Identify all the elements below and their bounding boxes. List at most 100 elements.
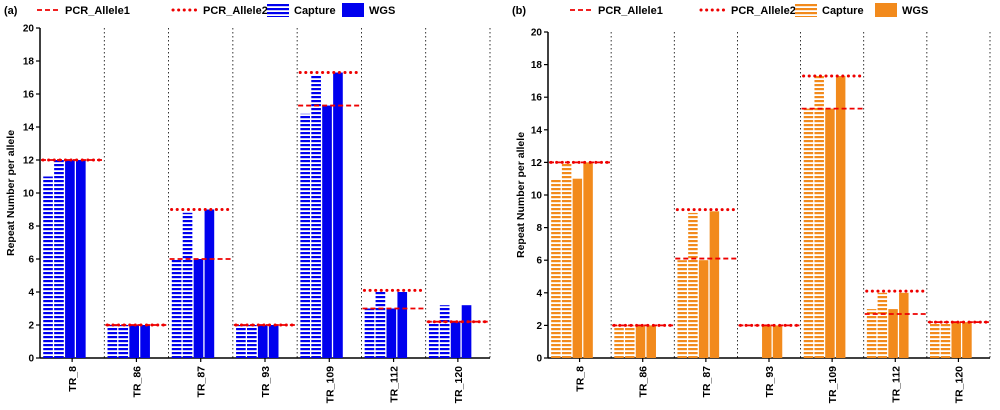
bar-capture-allele1	[43, 176, 53, 358]
y-tick-label: 0	[536, 354, 542, 365]
bar-wgs-allele2	[140, 325, 150, 358]
y-tick-label: 18	[531, 60, 543, 71]
bar-wgs-allele2	[268, 325, 279, 358]
x-tick-label: TR_87	[701, 366, 713, 398]
bar-capture-allele1	[930, 322, 940, 358]
bar-capture-allele1	[551, 178, 561, 358]
bar-wgs-allele1	[257, 325, 268, 358]
y-tick-label: 14	[23, 123, 35, 134]
bar-capture-allele2	[375, 292, 386, 358]
x-tick-label: TR_87	[196, 366, 208, 398]
x-tick-label: TR_109	[827, 366, 839, 404]
x-tick-label: TR_120	[953, 366, 965, 404]
legend-pcr-allele1-label: PCR_Allele1	[65, 5, 130, 17]
x-tick-label: TR_93	[764, 366, 776, 398]
bar-wgs-allele2	[583, 162, 593, 358]
bar-capture-allele2	[688, 212, 698, 358]
x-tick-label: TR_93	[260, 366, 272, 398]
x-tick-label: TR_86	[131, 366, 143, 398]
legend-wgs-label: WGS	[369, 5, 395, 17]
bar-capture-allele1	[614, 325, 624, 358]
y-tick-label: 6	[536, 256, 542, 267]
bar-capture-allele2	[439, 305, 450, 358]
bar-wgs-allele1	[635, 325, 646, 358]
bar-wgs-allele1	[450, 321, 461, 358]
legend-capture-swatch	[795, 3, 817, 17]
y-tick-label: 20	[531, 28, 543, 39]
bar-capture-allele1	[803, 108, 814, 358]
bar-capture-allele1	[107, 325, 118, 358]
bar-capture-allele1	[677, 260, 687, 358]
bar-wgs-allele2	[76, 160, 86, 358]
y-tick-label: 18	[23, 57, 35, 68]
bar-wgs-allele1	[386, 308, 397, 358]
y-tick-label: 16	[23, 90, 35, 101]
y-axis-title: Repeat Number per allele	[515, 132, 527, 258]
bar-capture-allele1	[300, 113, 310, 358]
legend-wgs-swatch	[875, 3, 897, 17]
bar-capture-allele2	[118, 325, 129, 358]
chart-panel-a: (a) 0 2 4 6 8 10 12 14 16 18 20 Repeat Number per al…	[4, 3, 491, 404]
bar-wgs-allele2	[397, 292, 408, 358]
y-tick-label: 8	[28, 222, 34, 233]
bar-wgs-allele1	[193, 259, 204, 358]
bar-capture-allele2	[182, 212, 193, 358]
bar-capture-allele1	[171, 259, 182, 358]
bar-wgs-allele2	[646, 325, 656, 358]
bar-wgs-allele2	[709, 211, 720, 358]
x-tick-label: TR_86	[638, 366, 650, 398]
x-tick-label: TR_109	[324, 366, 336, 404]
y-tick-label: 6	[28, 255, 34, 266]
bar-capture-allele2	[625, 325, 635, 358]
legend-pcr-allele2-label: PCR_Allele2	[203, 5, 268, 17]
bar-capture-allele1	[364, 308, 375, 358]
y-tick-label: 16	[531, 93, 543, 104]
chart-panel-b: (b) 0 2 4 6 8 10 12 14 16 18 20 Repeat Number per al…	[512, 3, 991, 404]
y-tick-label: 20	[23, 24, 35, 35]
bar-wgs-allele1	[322, 105, 332, 358]
bar-wgs-allele1	[825, 108, 835, 358]
bar-wgs-allele2	[899, 292, 909, 358]
y-tick-label: 0	[28, 354, 34, 365]
bar-capture-allele1	[866, 309, 877, 358]
bar-capture-allele2	[814, 76, 824, 358]
bar-capture-allele1	[236, 325, 246, 358]
bar-wgs-allele1	[65, 160, 75, 358]
bar-capture-allele2	[54, 160, 64, 358]
legend-pcr-allele2-label: PCR_Allele2	[731, 5, 796, 17]
y-tick-label: 12	[23, 156, 35, 167]
legend-capture-label: Capture	[822, 5, 864, 17]
bar-wgs-allele1	[572, 178, 583, 358]
bar-capture-allele2	[247, 325, 257, 358]
bar-capture-allele2	[311, 75, 321, 358]
bar-wgs-allele1	[762, 325, 772, 358]
bar-wgs-allele2	[461, 305, 472, 358]
legend-wgs-swatch	[342, 3, 364, 17]
legend-capture-swatch	[267, 3, 289, 17]
y-tick-label: 10	[531, 191, 543, 202]
y-tick-label: 8	[536, 223, 542, 234]
x-tick-label: TR_112	[890, 366, 902, 403]
legend-capture-label: Capture	[294, 5, 336, 17]
y-tick-label: 14	[531, 125, 543, 136]
x-tick-label: TR_8	[575, 366, 587, 392]
bar-wgs-allele1	[698, 260, 709, 358]
bar-wgs-allele2	[835, 76, 846, 358]
x-tick-label: TR_8	[67, 366, 79, 392]
bar-wgs-allele2	[962, 322, 972, 358]
bar-capture-allele1	[428, 321, 439, 358]
bar-wgs-allele1	[888, 309, 898, 358]
bar-wgs-allele2	[772, 325, 783, 358]
y-tick-label: 2	[536, 321, 542, 332]
y-axis-title: Repeat Number per allele	[5, 130, 17, 256]
bar-wgs-allele2	[204, 209, 215, 358]
bar-wgs-allele1	[129, 325, 139, 358]
y-tick-label: 4	[28, 288, 34, 299]
bar-capture-allele2	[561, 162, 572, 358]
legend-pcr-allele1-label: PCR_Allele1	[598, 5, 663, 17]
bar-wgs-allele2	[333, 72, 343, 359]
panel-label: (a)	[4, 5, 18, 17]
bar-capture-allele2	[940, 322, 951, 358]
panel-label: (b)	[512, 5, 526, 17]
